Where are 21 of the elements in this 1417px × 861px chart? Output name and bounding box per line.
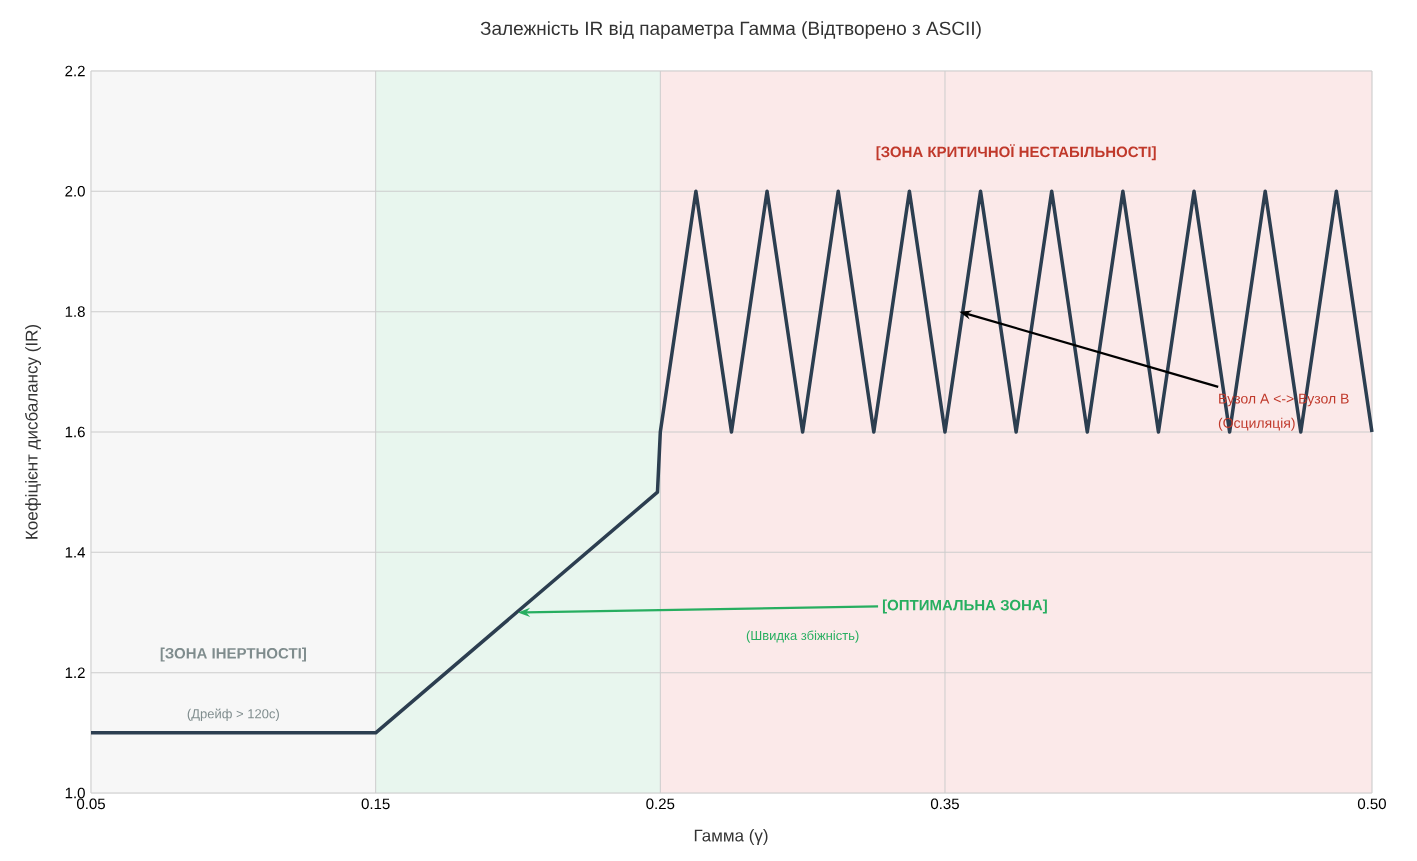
y-tick-label: 1.4 [65, 547, 86, 558]
y-axis-title: Коефіцієнт дисбалансу (IR) [25, 324, 42, 539]
x-tick-label: 0.15 [361, 798, 390, 810]
y-tick-label: 1.0 [65, 787, 85, 799]
band-label: [ЗОНА КРИТИЧНОЇ НЕСТАБІЛЬНОСТІ] [876, 144, 1156, 161]
y-tick-label: 1.6 [65, 426, 85, 438]
band-label: [ЗОНА ІНЕРТНОСТІ] [160, 647, 306, 662]
x-tick-label: 0.50 [1357, 798, 1386, 810]
y-tick-label: 2.2 [65, 65, 85, 77]
chart-title: Залежність IR від параметра Гамма (Відтворено з ASCII) [480, 21, 981, 39]
line-series [89, 189, 1374, 735]
annotation: (Швидка збіжність) [746, 630, 859, 643]
annotation: (Дрейф > 120с) [187, 708, 279, 721]
x-tick-label: 0.35 [930, 798, 959, 810]
x-tick-label: 0.05 [76, 798, 105, 810]
annotation: [ОПТИМАЛЬНА ЗОНА] [882, 599, 1047, 614]
y-tick-label: 1.8 [65, 306, 85, 317]
y-tick-label: 1.2 [65, 667, 85, 678]
x-axis-title: Гамма (γ) [694, 829, 768, 845]
x-tick-label: 0.25 [646, 798, 675, 810]
y-tick-label: 2.0 [65, 186, 85, 197]
